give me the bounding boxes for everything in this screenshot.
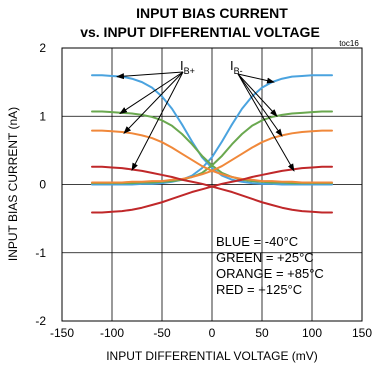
series-line-5: [91, 129, 333, 184]
ib-minus-arrow: [237, 73, 283, 137]
x-tick-label: 0: [209, 326, 216, 340]
series-layer: [91, 74, 333, 214]
legend: BLUE = -40°C GREEN = +25°C ORANGE = +85°…: [216, 234, 324, 297]
ib-plus-main: I: [180, 58, 184, 73]
ib-minus-main: I: [230, 58, 234, 73]
x-tick-label: -100: [100, 326, 124, 340]
legend-line-blue: BLUE = -40°C: [216, 234, 298, 249]
ib-minus-sub: B-: [234, 66, 243, 76]
chart-subtitle: vs. INPUT DIFFERENTIAL VOLTAGE: [80, 24, 320, 40]
y-tick-label: -2: [35, 314, 46, 328]
arrow-layer: [116, 71, 295, 172]
series-line-1: [91, 74, 333, 186]
ib-plus-arrow: [119, 71, 184, 115]
legend-line-green: GREEN = +25°C: [216, 250, 314, 265]
ib-minus-arrow: [237, 73, 295, 172]
legend-line-red: RED = +125°C: [216, 282, 302, 297]
tick-layer: -150 -100 -50 0 50 100 150 2 1 0 -1 -2: [35, 41, 372, 340]
ib-plus-arrow: [116, 71, 184, 80]
x-tick-label: 50: [255, 326, 269, 340]
series-line-0: [91, 74, 333, 186]
x-tick-label: -50: [153, 326, 171, 340]
ib-minus-arrow: [237, 73, 278, 117]
y-axis-label: INPUT BIAS CURRENT (nA): [6, 107, 20, 261]
y-tick-label: 1: [39, 109, 46, 123]
x-tick-label: -150: [50, 326, 74, 340]
y-tick-label: -1: [35, 246, 46, 260]
y-tick-label: 0: [39, 178, 46, 192]
y-tick-label: 2: [39, 41, 46, 55]
legend-line-orange: ORANGE = +85°C: [216, 266, 324, 281]
series-line-3: [91, 110, 333, 185]
ib-minus-annotation: IB-: [230, 58, 243, 76]
ib-plus-arrow: [131, 71, 184, 172]
chart-tag: toc16: [339, 39, 359, 48]
ib-plus-arrow: [123, 71, 184, 135]
x-tick-label: 100: [302, 326, 322, 340]
ib-plus-annotation: IB+: [180, 58, 195, 76]
chart-title: INPUT BIAS CURRENT: [136, 5, 288, 21]
ib-minus-arrow: [237, 73, 275, 84]
ib-plus-sub: B+: [184, 66, 195, 76]
plot-frame: [61, 47, 363, 322]
x-axis-label: INPUT DIFFERENTIAL VOLTAGE (mV): [106, 349, 318, 363]
x-tick-label: 150: [352, 326, 372, 340]
